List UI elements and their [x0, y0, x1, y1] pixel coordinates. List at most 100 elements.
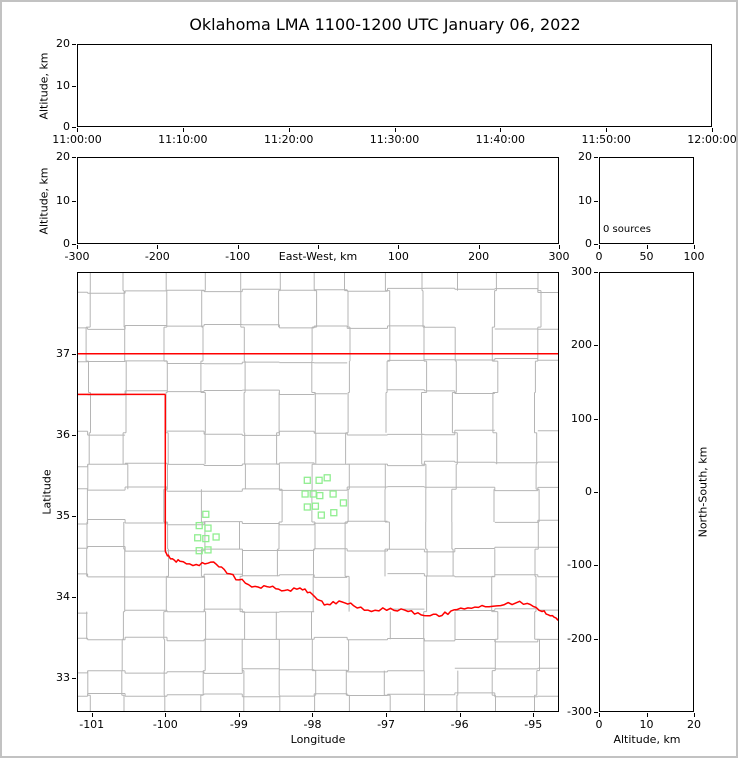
- tick-mark: [157, 245, 159, 249]
- lma-station-marker: [330, 509, 338, 517]
- tick-mark: [594, 492, 598, 493]
- x-tick-label: -95: [524, 718, 543, 731]
- tick-mark: [398, 245, 400, 249]
- oklahoma-state-border: [77, 353, 559, 621]
- y-tick-label: 100: [571, 411, 592, 425]
- tick-mark: [594, 345, 598, 347]
- y-tick-label: 34: [56, 589, 70, 603]
- lma-station-marker: [323, 474, 331, 482]
- x-tick-label: -96: [450, 718, 469, 731]
- east-west-height-panel: [77, 157, 559, 244]
- x-tick-label: -99: [229, 718, 248, 731]
- y-tick-label: 36: [56, 427, 70, 441]
- tick-mark: [72, 127, 76, 128]
- lma-station-marker: [195, 547, 203, 555]
- y-tick-label: 20: [56, 149, 70, 163]
- east-west-height-plot-area: [77, 157, 559, 244]
- y-tick-label: 0: [63, 119, 70, 133]
- tick-mark: [72, 353, 76, 355]
- lma-station-marker: [316, 491, 324, 500]
- tick-mark: [606, 128, 608, 132]
- tick-mark: [288, 128, 290, 132]
- latitude-ylabel: Latitude: [40, 469, 54, 515]
- tick-mark: [312, 713, 314, 717]
- tick-mark: [594, 200, 598, 202]
- tick-mark: [646, 245, 648, 249]
- tick-mark: [238, 713, 240, 717]
- lma-station-marker: [204, 524, 212, 532]
- tick-mark: [77, 245, 78, 249]
- tick-mark: [559, 245, 560, 249]
- time-height-ylabel: Altitude, km: [37, 52, 51, 120]
- y-tick-label: 10: [578, 193, 592, 207]
- tick-mark: [599, 245, 600, 249]
- tick-mark: [500, 128, 502, 132]
- y-tick-label: 0: [585, 484, 592, 498]
- tick-mark: [594, 244, 598, 245]
- tick-mark: [72, 200, 76, 202]
- east-west-height-ylabel: Altitude, km: [37, 167, 51, 235]
- time-height-plot-area: [77, 44, 712, 127]
- lma-station-marker: [204, 546, 212, 554]
- tick-mark: [712, 128, 713, 132]
- plan-view-map-panel: [77, 272, 559, 712]
- y-tick-label: 200: [571, 338, 592, 352]
- tick-mark: [594, 157, 598, 158]
- tick-mark: [594, 418, 598, 420]
- tick-mark: [72, 434, 76, 436]
- north-south-height-plot-area: [599, 272, 694, 712]
- tick-mark: [646, 713, 648, 717]
- tick-mark: [165, 713, 167, 717]
- x-tick-label: 10: [639, 718, 654, 731]
- x-tick-label: -300: [64, 250, 90, 263]
- y-tick-label: 0: [585, 236, 592, 250]
- y-tick-label: -200: [567, 631, 592, 645]
- tick-mark: [394, 128, 396, 132]
- y-tick-label: 20: [578, 149, 592, 163]
- x-tick-label: 11:00:00: [52, 133, 102, 146]
- y-tick-label: 33: [56, 670, 70, 684]
- tick-mark: [694, 713, 695, 717]
- altitude-histogram-panel: [599, 157, 694, 244]
- x-tick-label: 50: [639, 250, 654, 263]
- x-tick-label: 200: [468, 250, 490, 263]
- tick-mark: [594, 272, 598, 273]
- lma-station-marker: [315, 476, 323, 484]
- y-tick-label: 300: [571, 264, 592, 278]
- x-tick-label: 11:50:00: [581, 133, 631, 146]
- tick-mark: [72, 596, 76, 598]
- north-south-height-panel: [599, 272, 694, 712]
- x-tick-label: -200: [144, 250, 170, 263]
- lma-station-marker: [317, 511, 325, 519]
- tick-mark: [72, 44, 76, 45]
- tick-mark: [77, 128, 78, 132]
- x-tick-label: -100: [152, 718, 178, 731]
- tick-mark: [72, 677, 76, 679]
- lma-station-marker: [309, 490, 317, 498]
- panel-border: [599, 157, 694, 244]
- x-tick-label: 0: [595, 718, 603, 731]
- tick-mark: [478, 245, 480, 249]
- tick-mark: [599, 713, 600, 717]
- plan-view-map-plot-area: [77, 272, 559, 712]
- x-tick-label: 12:00:00: [687, 133, 737, 146]
- lma-station-marker: [303, 503, 311, 511]
- panel-border: [77, 44, 712, 127]
- tick-mark: [594, 712, 598, 713]
- y-tick-label: 20: [56, 36, 70, 50]
- lma-station-marker: [329, 490, 337, 498]
- county-boundary-lines: [77, 272, 559, 712]
- tick-mark: [72, 244, 76, 245]
- lma-station-marker: [301, 490, 309, 498]
- ns-altitude-xlabel: Altitude, km: [613, 733, 681, 746]
- y-tick-label: -300: [567, 704, 592, 718]
- y-tick-label: 37: [56, 346, 70, 360]
- tick-mark: [318, 245, 319, 249]
- x-tick-label: -98: [303, 718, 322, 731]
- east-west-xlabel: East-West, km: [278, 250, 358, 263]
- x-tick-label: 11:10:00: [158, 133, 208, 146]
- lma-station-marker: [195, 521, 203, 530]
- tick-mark: [72, 515, 76, 517]
- tick-mark: [594, 638, 598, 640]
- x-tick-label: 11:30:00: [369, 133, 420, 146]
